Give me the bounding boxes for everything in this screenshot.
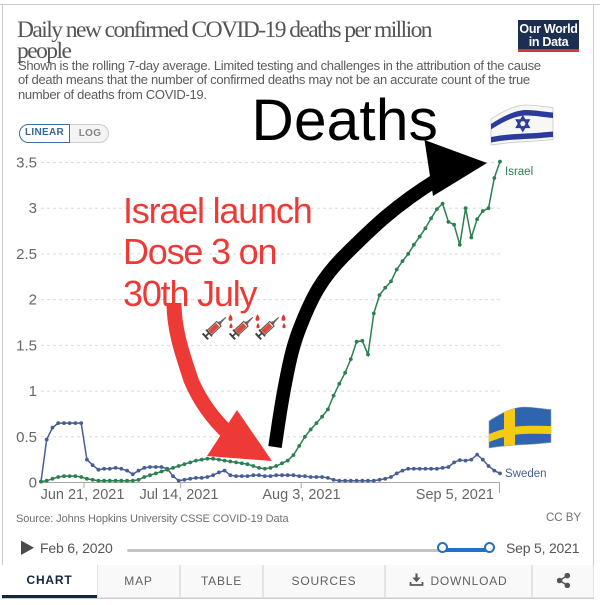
svg-text:0.5: 0.5 bbox=[16, 429, 37, 446]
svg-text:3.5: 3.5 bbox=[16, 155, 37, 172]
svg-text:3: 3 bbox=[29, 200, 37, 217]
svg-text:2.5: 2.5 bbox=[16, 246, 37, 263]
svg-text:2: 2 bbox=[29, 292, 37, 309]
svg-text:Sweden: Sweden bbox=[505, 468, 547, 480]
svg-text:Jun 21, 2021: Jun 21, 2021 bbox=[41, 487, 125, 503]
svg-text:Aug 3, 2021: Aug 3, 2021 bbox=[262, 487, 340, 503]
svg-text:1.5: 1.5 bbox=[16, 337, 37, 354]
svg-text:1: 1 bbox=[29, 383, 37, 400]
svg-text:0: 0 bbox=[29, 475, 37, 492]
svg-text:Israel: Israel bbox=[505, 166, 533, 178]
svg-text:Jul 14, 2021: Jul 14, 2021 bbox=[139, 487, 218, 503]
svg-text:Sep 5, 2021: Sep 5, 2021 bbox=[416, 487, 494, 503]
